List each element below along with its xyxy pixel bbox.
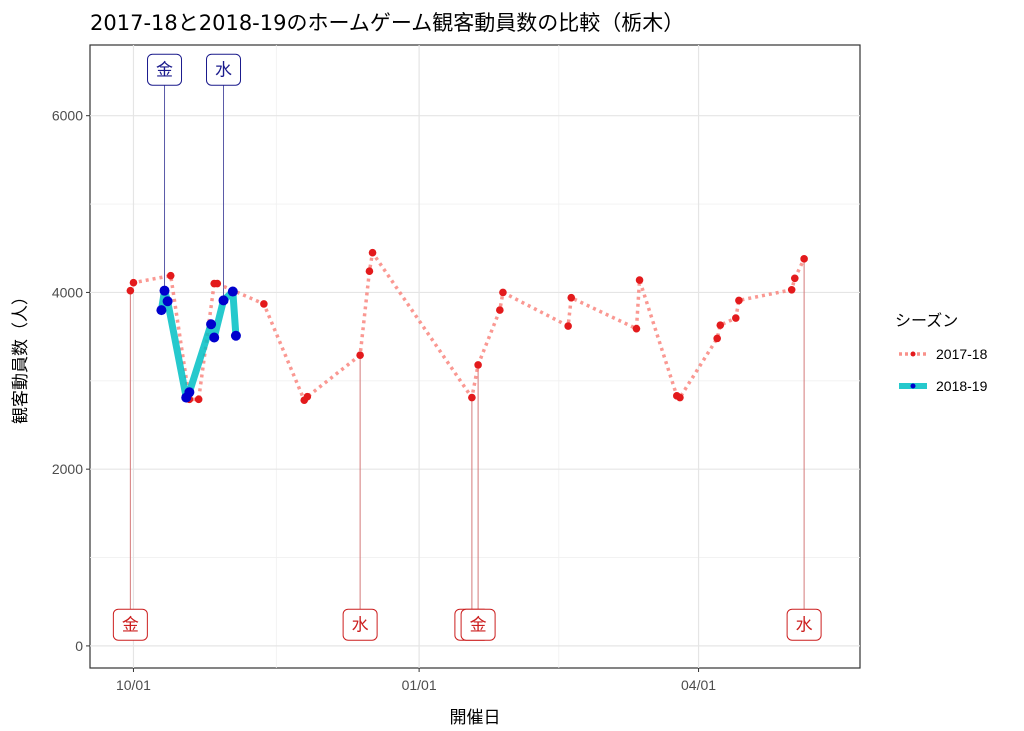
data-point-2017-18 <box>676 393 684 402</box>
data-point-2018-19 <box>156 305 167 316</box>
data-point-2017-18 <box>468 393 476 402</box>
data-point-2017-18 <box>303 392 312 401</box>
legend-key-point <box>910 351 916 357</box>
data-point-2017-18 <box>635 276 644 284</box>
data-point-2017-18 <box>356 351 364 359</box>
y-axis-title: 観客動員数（人） <box>11 288 31 424</box>
legend-label: 2017-18 <box>936 346 988 362</box>
data-point-2017-18 <box>126 286 135 295</box>
data-point-2017-18 <box>567 293 576 302</box>
data-point-2017-18 <box>365 267 374 276</box>
x-tick-label: 01/01 <box>402 677 437 693</box>
grid-lines <box>90 45 860 668</box>
data-point-2018-19 <box>227 286 238 297</box>
series-line-2018-19 <box>157 287 240 402</box>
data-point-2017-18 <box>129 278 138 287</box>
data-point-2017-18 <box>166 271 175 280</box>
y-tick-label: 2000 <box>52 461 83 477</box>
series-points <box>126 248 808 405</box>
weekday-label: 金 <box>156 61 173 81</box>
data-point-2017-18 <box>474 361 482 369</box>
x-tick-label: 10/01 <box>116 677 151 693</box>
data-point-2017-18 <box>787 285 796 294</box>
data-point-2017-18 <box>732 314 740 322</box>
plot-panel <box>89 44 861 669</box>
data-point-2018-19 <box>159 285 170 296</box>
data-point-2018-19 <box>218 295 229 306</box>
data-point-2017-18 <box>790 274 799 283</box>
weekday-label-box <box>342 608 378 641</box>
y-tick-label: 6000 <box>52 108 83 124</box>
weekday-labels: 金水木金水金水 <box>112 53 822 641</box>
data-point-2017-18 <box>213 279 222 288</box>
weekday-label-box <box>147 53 183 86</box>
x-tick-label: 04/01 <box>681 677 716 693</box>
data-point-2017-18 <box>194 395 203 404</box>
weekday-label: 水 <box>215 61 232 81</box>
data-point-2018-19 <box>209 332 220 343</box>
y-tick-label: 0 <box>75 638 83 654</box>
legend-key-point <box>910 383 916 389</box>
data-point-2018-19 <box>184 387 195 398</box>
weekday-label: 金 <box>122 616 139 636</box>
data-point-2017-18 <box>632 324 641 333</box>
data-point-2017-18 <box>716 321 725 329</box>
y-tick-label: 4000 <box>52 284 83 300</box>
data-point-2017-18 <box>260 300 268 308</box>
data-point-2017-18 <box>735 296 743 305</box>
chart-title: 2017-18と2018-19のホームゲーム観客動員数の比較（栃木） <box>90 11 684 35</box>
weekday-label-box <box>786 608 822 641</box>
data-point-2017-18 <box>800 255 808 263</box>
weekday-label: 水 <box>352 616 369 636</box>
y-axis-ticks: 0 2000 4000 6000 <box>52 108 90 654</box>
weekday-label: 金 <box>470 616 487 636</box>
data-point-2018-19 <box>206 319 217 330</box>
weekday-label: 水 <box>796 616 813 636</box>
legend-label: 2018-19 <box>936 378 988 394</box>
data-point-2018-19 <box>230 330 241 341</box>
x-axis-ticks: 10/01 01/01 04/01 <box>116 668 716 693</box>
data-point-2017-18 <box>496 306 504 314</box>
data-point-2018-19 <box>162 296 173 307</box>
data-point-2017-18 <box>368 248 377 257</box>
weekday-label-box <box>112 608 148 641</box>
weekday-label-box <box>206 53 242 86</box>
data-point-2017-18 <box>713 334 721 343</box>
data-point-2017-18 <box>564 322 572 330</box>
legend: シーズン 2017-18 2018-19 <box>895 311 988 397</box>
data-point-2017-18 <box>499 288 507 297</box>
legend-title: シーズン <box>895 311 958 330</box>
weekday-label-box <box>460 608 496 641</box>
label-connectors <box>129 85 805 610</box>
x-axis-title: 開催日 <box>450 708 501 728</box>
